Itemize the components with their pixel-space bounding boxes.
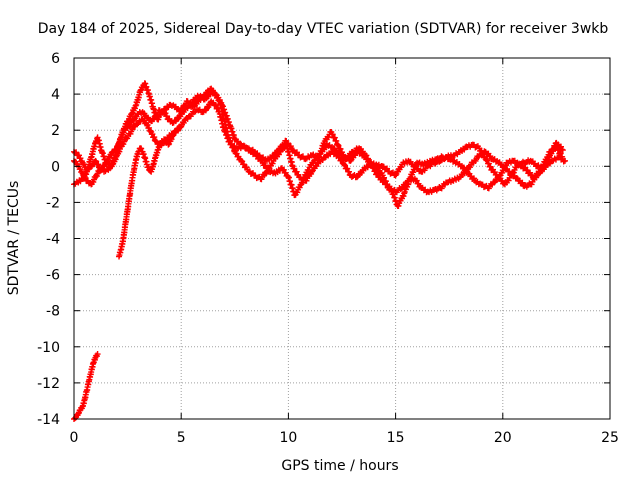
data-point-fill (398, 164, 405, 171)
y-tick-label: 2 (51, 123, 60, 139)
data-point-fill (557, 150, 564, 157)
x-tick-label: 10 (279, 430, 297, 446)
data-point (92, 157, 99, 164)
y-tick-label: -10 (37, 340, 60, 356)
axis-ticks (73, 57, 611, 420)
data-point-fill (370, 165, 377, 172)
data-point-fill (138, 145, 145, 152)
x-tick-label: 5 (177, 430, 186, 446)
x-tick-label: 20 (494, 430, 512, 446)
data-point (131, 123, 138, 130)
series-track-e (71, 351, 101, 422)
data-point-fill (333, 137, 340, 144)
data-point-fill (555, 147, 562, 154)
data-point-fill (291, 165, 298, 172)
data-point-fill (235, 153, 242, 160)
data-point (94, 351, 101, 358)
data-point-fill (233, 150, 240, 157)
data-point-fill (544, 154, 551, 161)
y-tick-label: -12 (37, 376, 60, 392)
chart-title: Day 184 of 2025, Sidereal Day-to-day VTE… (38, 21, 609, 37)
x-axis-label: GPS time / hours (281, 458, 398, 474)
data-point-fill (554, 143, 561, 150)
data-point-fill (147, 127, 154, 134)
x-tick-label: 15 (387, 430, 405, 446)
data-point-fill (177, 124, 184, 131)
y-tick-label: -2 (46, 195, 60, 211)
data-point-fill (339, 157, 346, 164)
data-point (308, 168, 315, 175)
data-point-fill (363, 152, 370, 159)
data-point (178, 123, 185, 130)
data-point-fill (384, 165, 391, 172)
data-point-fill (485, 160, 492, 167)
data-point-fill (240, 161, 247, 168)
data-point (75, 410, 82, 417)
data-point-fill (269, 160, 276, 167)
data-point-fill (331, 134, 338, 141)
data-point-fill (264, 165, 271, 172)
y-tick-label: -6 (46, 268, 60, 284)
y-tick-label: -14 (37, 412, 60, 428)
data-point-fill (366, 158, 373, 165)
data-point-fill (415, 180, 422, 187)
y-tick-label: 4 (51, 87, 60, 103)
data-point-fill (293, 168, 300, 175)
data-point-fill (262, 162, 269, 169)
data-point-fill (345, 168, 352, 175)
data-point-fill (293, 149, 300, 156)
y-tick-label: -8 (46, 304, 60, 320)
data-point-fill (344, 165, 351, 172)
data-point-fill (287, 143, 294, 150)
data-point-fill (395, 202, 402, 209)
data-point-fill (216, 97, 223, 104)
data-point (212, 91, 219, 98)
data-point (334, 141, 341, 148)
data-point-fill (337, 145, 344, 152)
data-point-fill (296, 184, 303, 191)
data-point-fill (372, 168, 379, 175)
data-point-fill (413, 177, 420, 184)
y-tick-label: -4 (46, 232, 60, 248)
data-points (71, 80, 568, 422)
data-point-fill (239, 158, 246, 165)
data-point-fill (215, 94, 222, 101)
x-tick-labels: 0 5 10 15 20 25 (70, 430, 619, 446)
data-point (341, 161, 348, 168)
data-point-fill (282, 169, 289, 176)
y-tick-label: 0 (51, 159, 60, 175)
series-track-a (71, 80, 566, 188)
data-point-fill (519, 179, 526, 186)
data-point-fill (386, 183, 393, 190)
y-tick-label: 6 (51, 51, 60, 67)
data-point-fill (294, 189, 301, 196)
data-point (165, 141, 172, 148)
data-point-fill (335, 142, 342, 149)
data-point-fill (484, 157, 491, 164)
data-point (101, 163, 108, 170)
data-point (561, 157, 568, 164)
data-point-fill (501, 165, 508, 172)
x-tick-label: 0 (70, 430, 79, 446)
y-axis-label: SDTVAR / TECUs (6, 181, 22, 296)
x-tick-label: 25 (601, 430, 619, 446)
series-track-c (71, 98, 568, 210)
data-point-fill (95, 161, 102, 168)
data-point-fill (400, 193, 407, 200)
data-point-fill (280, 166, 287, 173)
data-point-fill (329, 131, 336, 138)
series-track-d (116, 123, 185, 260)
series-track-b (71, 85, 566, 196)
data-point-fill (341, 162, 348, 169)
grid-lines (74, 58, 610, 419)
y-tick-labels: -14 -12 -10 -8 -6 -4 -2 0 2 4 6 (37, 51, 60, 428)
data-point-fill (364, 155, 371, 162)
